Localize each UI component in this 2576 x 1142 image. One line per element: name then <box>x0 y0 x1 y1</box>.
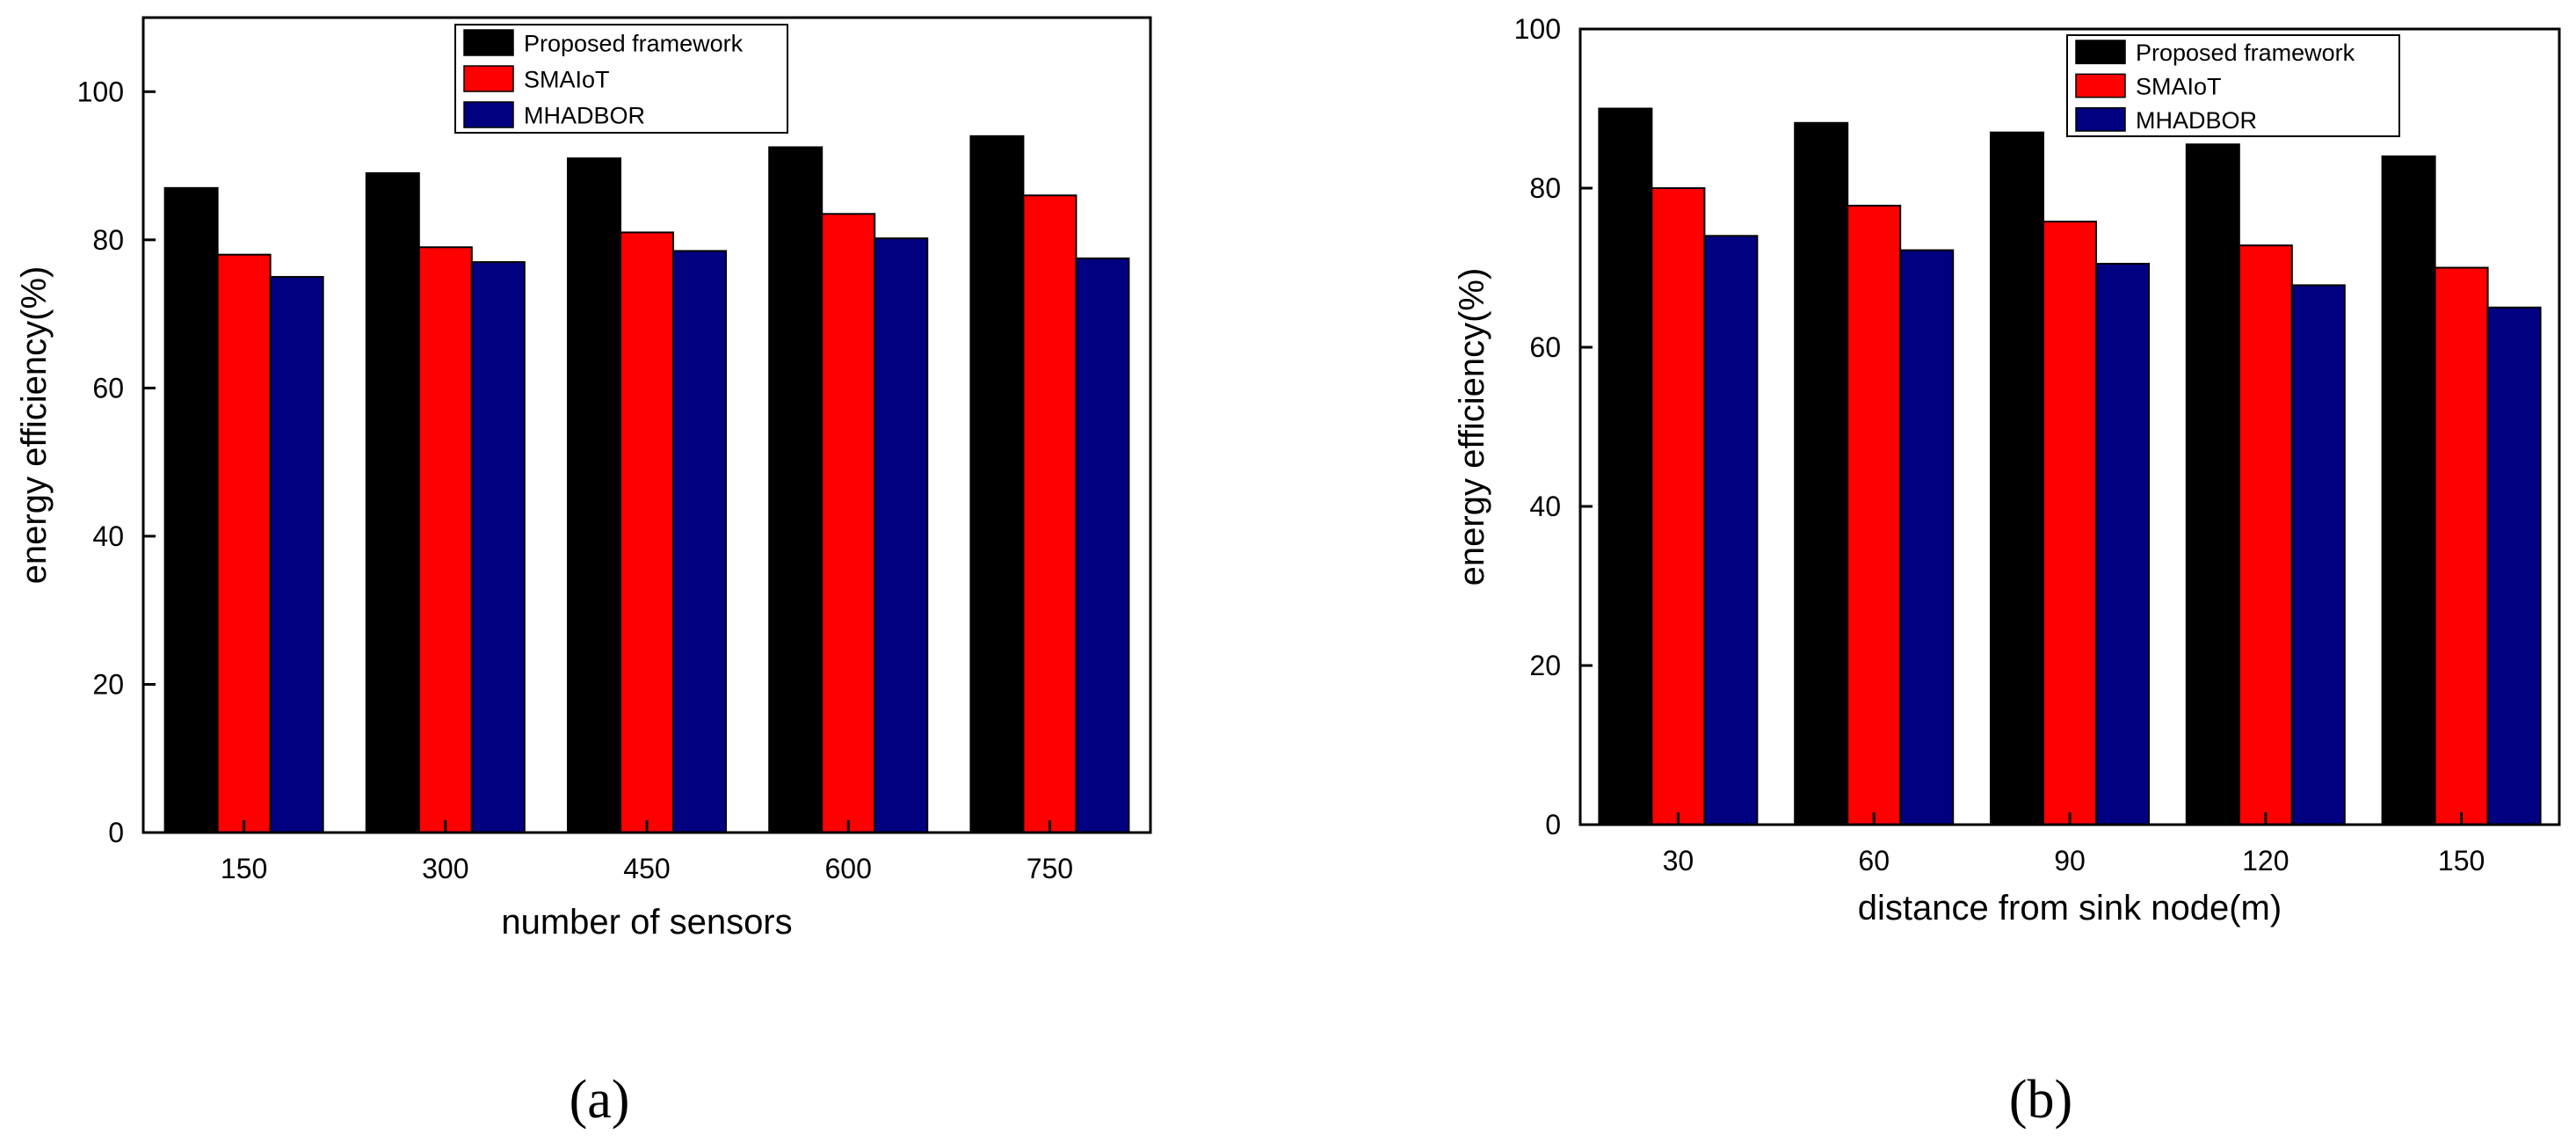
bar-proposed-framework-300 <box>365 171 420 834</box>
y-tick-label: 40 <box>92 520 124 552</box>
legend-swatch <box>2075 40 2126 65</box>
y-tick-label: 100 <box>77 76 124 107</box>
bar-smaiot-450 <box>620 231 674 833</box>
x-tick-label-150: 150 <box>2438 845 2485 877</box>
x-tick-label-600: 600 <box>825 853 872 884</box>
bar-smaiot-750 <box>1022 194 1078 834</box>
bar-mhadbor-150 <box>269 275 324 834</box>
bar-mhadbor-30 <box>1703 235 1759 826</box>
bar-smaiot-120 <box>2238 244 2293 826</box>
chart-panel-1: 0 20 40 60 80 100 150 300 450 600 750 number of sen… <box>15 16 1152 1130</box>
x-axis-label: number of sensors <box>501 903 792 942</box>
bar-proposed-framework-750 <box>969 135 1025 833</box>
y-axis-label: energy efficiency(%) <box>15 266 54 585</box>
bar-proposed-framework-60 <box>1794 121 1849 826</box>
bar-smaiot-300 <box>417 246 473 833</box>
legend: Proposed framework SMAIoT MHADBOR <box>2066 34 2400 137</box>
x-tick-label-450: 450 <box>623 853 670 884</box>
bar-smaiot-60 <box>1847 204 1902 826</box>
x-tick-label-150: 150 <box>221 853 267 884</box>
legend-label: MHADBOR <box>524 103 645 129</box>
legend-swatch <box>463 29 514 56</box>
x-tick-label-300: 300 <box>422 853 468 884</box>
legend-label: SMAIoT <box>524 67 610 93</box>
bar-smaiot-30 <box>1651 187 1706 826</box>
bar-proposed-framework-600 <box>768 146 824 833</box>
x-tick-label-750: 750 <box>1027 853 1073 884</box>
bar-mhadbor-750 <box>1075 257 1130 833</box>
bar-mhadbor-60 <box>1899 249 1955 826</box>
legend-label: MHADBOR <box>2136 107 2257 134</box>
y-tick-label: 60 <box>92 372 124 404</box>
x-tick-label-60: 60 <box>1858 845 1890 877</box>
chart-panel-2: 0 20 40 60 80 100 30 60 90 120 150 distance from si… <box>1453 13 2561 1130</box>
legend-swatch <box>463 65 514 92</box>
legend-label: SMAIoT <box>2136 74 2222 100</box>
panel-label: (a) <box>570 1070 630 1130</box>
y-axis-label: energy efficiency(%) <box>1453 268 1491 586</box>
bar-mhadbor-120 <box>2290 284 2346 826</box>
legend-swatch <box>463 101 514 128</box>
bar-smaiot-90 <box>2043 221 2097 826</box>
x-tick-label-30: 30 <box>1663 845 1694 877</box>
bar-smaiot-150 <box>2434 266 2489 826</box>
legend-label: Proposed framework <box>524 31 744 57</box>
x-axis-label: distance from sink node(m) <box>1858 889 2282 927</box>
bar-proposed-framework-30 <box>1598 107 1653 826</box>
y-tick-label: 0 <box>1545 809 1561 840</box>
bar-proposed-framework-90 <box>1990 131 2044 826</box>
y-tick-label: 20 <box>92 668 124 700</box>
bar-proposed-framework-120 <box>2185 143 2240 826</box>
legend-swatch <box>2075 73 2126 98</box>
bar-mhadbor-300 <box>470 261 526 834</box>
x-tick-label-90: 90 <box>2054 845 2086 877</box>
bar-smaiot-150 <box>216 253 272 833</box>
bar-mhadbor-90 <box>2095 262 2150 826</box>
bar-mhadbor-450 <box>672 250 727 833</box>
bar-proposed-framework-450 <box>567 157 621 834</box>
x-tick-label-120: 120 <box>2242 845 2289 877</box>
y-tick-label: 80 <box>92 224 124 256</box>
y-tick-label: 20 <box>1529 650 1561 681</box>
y-tick-label: 100 <box>1514 13 1561 45</box>
bar-smaiot-600 <box>821 213 876 833</box>
legend: Proposed framework SMAIoT MHADBOR <box>454 24 788 134</box>
bar-proposed-framework-150 <box>2381 155 2436 826</box>
legend-label: Proposed framework <box>2136 40 2355 66</box>
bar-proposed-framework-150 <box>163 186 219 833</box>
legend-swatch <box>2075 106 2126 132</box>
panel-label: (b) <box>2009 1070 2072 1130</box>
y-tick-label: 40 <box>1529 491 1561 522</box>
y-tick-label: 0 <box>108 817 124 848</box>
y-tick-label: 80 <box>1529 172 1561 204</box>
bar-mhadbor-150 <box>2486 306 2542 826</box>
bar-mhadbor-600 <box>874 237 929 833</box>
y-tick-label: 60 <box>1529 331 1561 363</box>
